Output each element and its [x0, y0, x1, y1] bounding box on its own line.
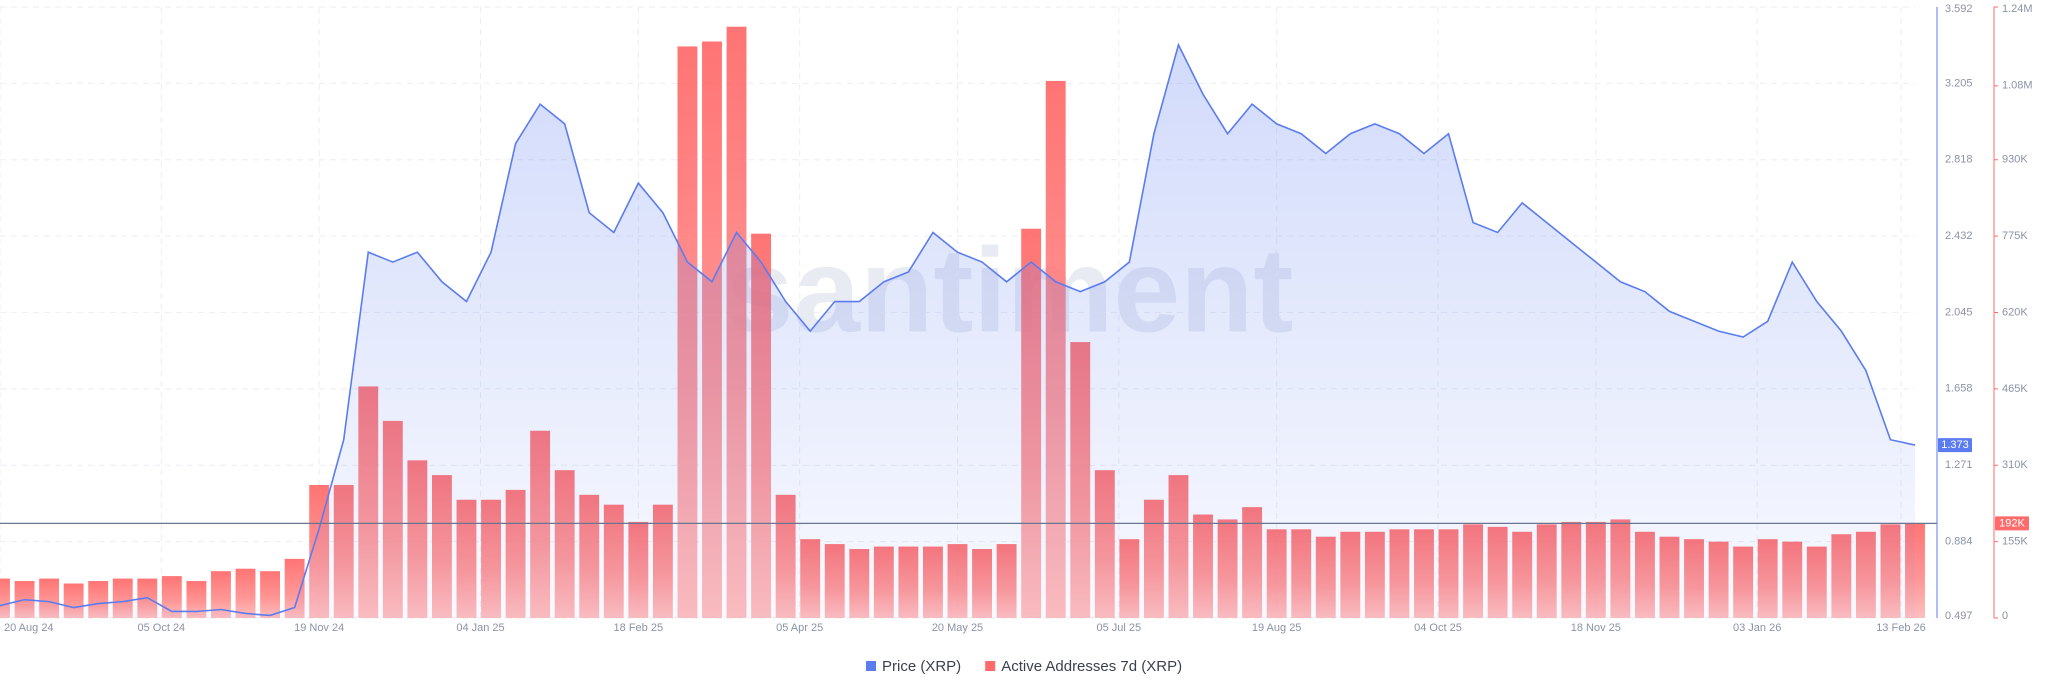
y-tick-label: 0.497 [1945, 610, 1973, 622]
price-area [0, 44, 1915, 619]
bar [211, 571, 231, 618]
y-tick-label: 2.045 [1945, 306, 1973, 318]
y-tick-label: 0.884 [1945, 536, 1973, 548]
x-tick-label: 20 May 25 [932, 622, 983, 634]
y2-tick-label: 620K [2002, 306, 2028, 318]
y2-tick-label: 1.08M [2002, 80, 2033, 92]
y-tick-label: 2.818 [1945, 154, 1973, 166]
y-tick-label: 2.432 [1945, 230, 1973, 242]
x-tick-label: 19 Aug 25 [1252, 622, 1302, 634]
x-tick-label: 18 Nov 25 [1571, 622, 1621, 634]
y2-tick-label: 155K [2002, 536, 2028, 548]
y2-tick-label: 310K [2002, 459, 2028, 471]
legend-label: Active Addresses 7d (XRP) [1001, 658, 1182, 675]
y2-tick-label: 1.24M [2002, 3, 2033, 15]
y-tick-label: 3.592 [1945, 3, 1973, 15]
price-line [0, 42, 1916, 617]
bar [186, 581, 207, 618]
current-label: 1.373 [1941, 439, 1969, 451]
y-tick-label: 1.271 [1945, 459, 1973, 471]
legend-swatch [866, 661, 876, 671]
y2-tick-label: 930K [2002, 154, 2028, 166]
current-badge [1938, 438, 1972, 453]
bar [260, 571, 281, 618]
x-tick-label: 05 Jul 25 [1097, 622, 1142, 634]
bar [161, 576, 182, 618]
x-tick-label: 19 Nov 24 [294, 622, 344, 634]
x-tick-label: 04 Jan 25 [456, 622, 504, 634]
y2-tick-label: 465K [2002, 383, 2028, 395]
x-tick-label: 04 Oct 25 [1414, 622, 1462, 634]
bar [0, 578, 10, 618]
y2-tick-label: 0 [2002, 610, 2008, 622]
current-badge [1995, 516, 2029, 531]
x-tick-label: 13 Feb 26 [1876, 622, 1926, 634]
current-label: 192K [1999, 517, 2025, 529]
y-tick-label: 3.205 [1945, 77, 1973, 89]
x-tick-label: 03 Jan 26 [1733, 622, 1781, 634]
x-tick-label: 20 Aug 24 [4, 622, 54, 634]
legend-label: Price (XRP) [882, 658, 961, 675]
bar [235, 568, 256, 618]
y-tick-label: 1.658 [1945, 383, 1973, 395]
x-tick-label: 18 Feb 25 [614, 622, 664, 634]
y2-tick-label: 775K [2002, 230, 2028, 242]
x-tick-label: 05 Apr 25 [776, 622, 823, 634]
x-tick-label: 05 Oct 24 [137, 622, 185, 634]
legend-swatch [985, 661, 996, 671]
